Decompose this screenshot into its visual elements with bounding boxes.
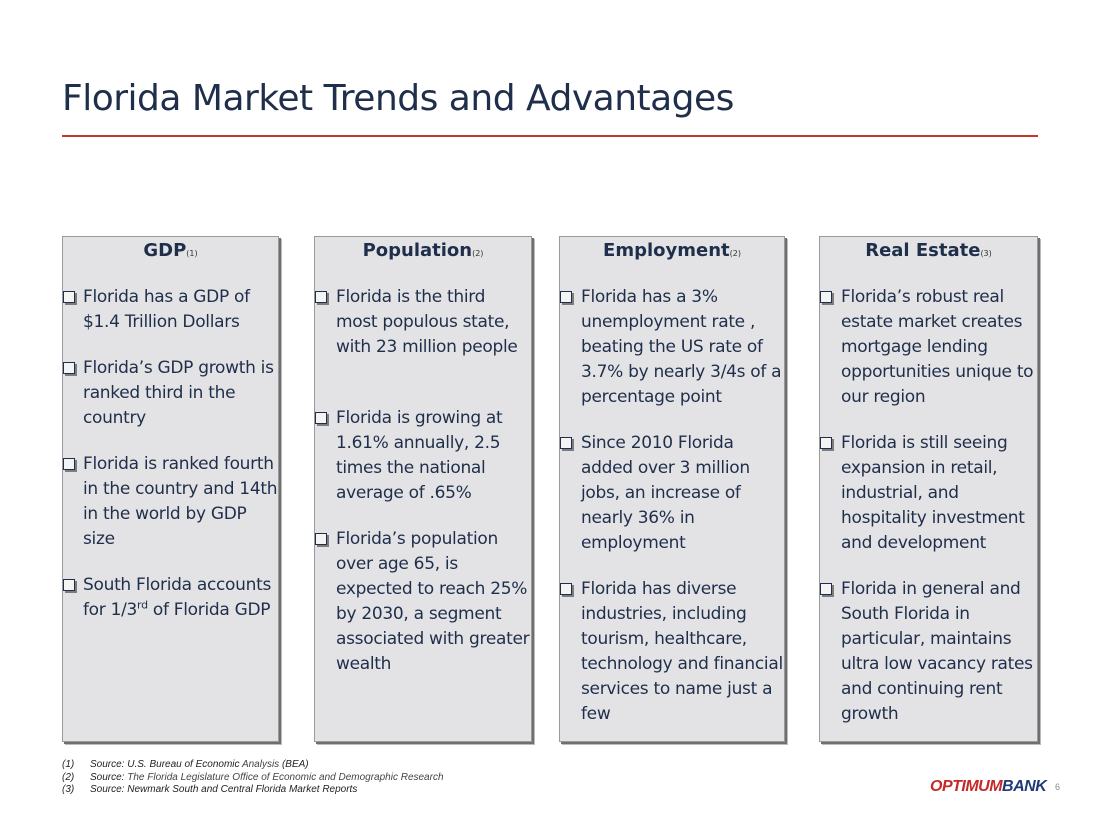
bullet-item: Florida’s GDP growth is ranked third in … — [63, 356, 278, 431]
superscript: rd — [137, 598, 148, 612]
footnote-ref: (2) — [729, 249, 741, 258]
checkbox-bullet-icon — [315, 412, 327, 424]
bullet-item: Florida is still seeing expansion in ret… — [820, 431, 1037, 556]
bullet-item: Florida’s robust real estate market crea… — [820, 285, 1037, 410]
bullet-item: South Florida accounts for 1/3rd of Flor… — [63, 573, 278, 623]
bullet-item: Florida’s population over age 65, is exp… — [315, 527, 531, 677]
card-header: GDP(1) — [143, 240, 198, 261]
card-gdp: GDP(1) Florida has a GDP of $1.4 Trillio… — [62, 236, 279, 742]
checkbox-bullet-icon — [820, 437, 832, 449]
footnote-ref: (1) — [186, 249, 198, 258]
bullet-item: Since 2010 Florida added over 3 million … — [560, 431, 784, 556]
card-header: Real Estate(3) — [865, 240, 992, 261]
page-number: 6 — [1055, 782, 1061, 792]
checkbox-bullet-icon — [820, 583, 832, 595]
footnote-ref: (2) — [472, 249, 484, 258]
checkbox-bullet-icon — [63, 362, 75, 374]
checkbox-bullet-icon — [560, 437, 572, 449]
bullet-item: Florida is the third most populous state… — [315, 285, 531, 360]
bullet-item: Florida in general and South Florida in … — [820, 577, 1037, 727]
page-title: Florida Market Trends and Advantages — [62, 78, 734, 119]
card-population: Population(2) Florida is the third most … — [314, 236, 532, 742]
bullet-item: Florida has a GDP of $1.4 Trillion Dolla… — [63, 285, 278, 335]
card-header: Employment(2) — [603, 240, 741, 261]
checkbox-bullet-icon — [315, 533, 327, 545]
bullet-item: Florida has a 3% unemployment rate , bea… — [560, 285, 784, 410]
footnote-ref: (3) — [980, 249, 992, 258]
checkbox-bullet-icon — [315, 291, 327, 303]
card-header: Population(2) — [362, 240, 484, 261]
checkbox-bullet-icon — [560, 291, 572, 303]
checkbox-bullet-icon — [63, 458, 75, 470]
bullet-item: Florida has diverse industries, includin… — [560, 577, 784, 727]
bullet-item: Florida is growing at 1.61% annually, 2.… — [315, 406, 531, 506]
card-employment: Employment(2) Florida has a 3% unemploym… — [559, 236, 785, 742]
bullet-item: Florida is ranked fourth in the country … — [63, 452, 278, 552]
checkbox-bullet-icon — [63, 291, 75, 303]
checkbox-bullet-icon — [560, 583, 572, 595]
optimumbank-logo: OPTIMUMBANK — [930, 778, 1047, 795]
checkbox-bullet-icon — [820, 291, 832, 303]
title-divider — [62, 135, 1038, 137]
card-real-estate: Real Estate(3) Florida’s robust real est… — [819, 236, 1038, 742]
checkbox-bullet-icon — [63, 579, 75, 591]
